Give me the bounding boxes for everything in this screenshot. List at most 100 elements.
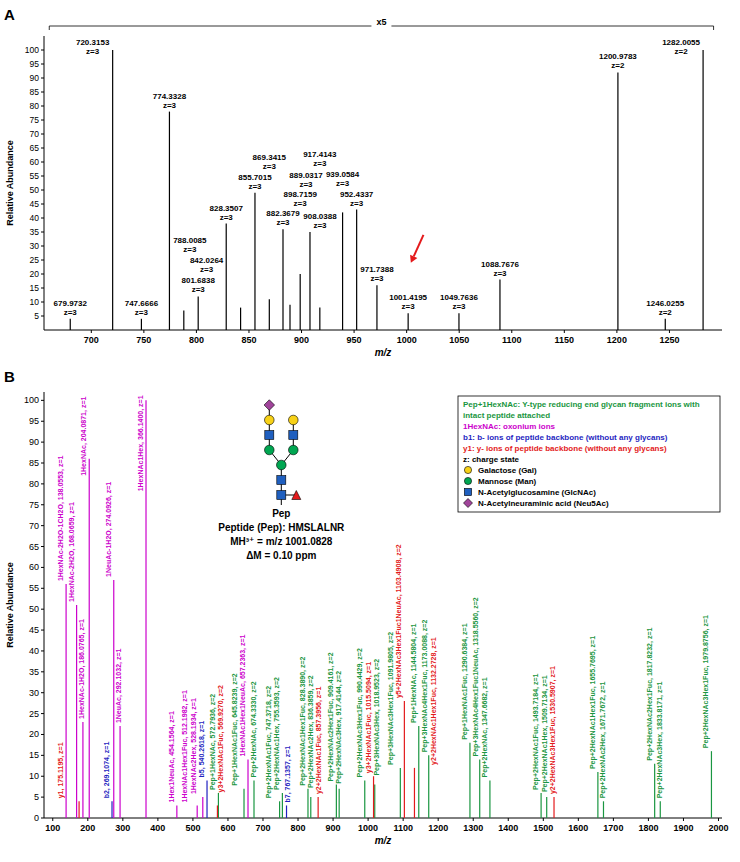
peak-label: 774.3328z=3 [153, 92, 187, 110]
panel: B051015202530354045505560657075808590951… [4, 368, 729, 846]
peak [218, 793, 219, 818]
arrow-line [414, 235, 424, 257]
legend-line: 1HexNAc: oxonium ions [463, 422, 556, 431]
y-tick-label: 10 [30, 297, 40, 307]
x-tick-label: 700 [84, 335, 99, 345]
peak [176, 805, 177, 818]
x-tick [122, 818, 123, 821]
peak-label: 1HexNAc, 204.0871, z=1 [80, 397, 88, 476]
peak-mz: 1200.9783 [599, 52, 637, 61]
peak-label: 1HexNAc-2H2O, 168.0659, z=1 [68, 502, 76, 602]
peak [310, 797, 311, 818]
x-tick [157, 818, 158, 821]
peak [282, 229, 283, 330]
peak [342, 212, 343, 330]
peak [202, 797, 203, 818]
peak-charge: z=3 [276, 218, 290, 227]
peak-mz: 889.0317 [289, 171, 323, 180]
x-axis-title: m/z [375, 835, 392, 846]
legend: Pep+1HexNAc: Y-type reducing end glycan … [458, 396, 720, 512]
peak [198, 296, 199, 330]
x-tick [227, 818, 228, 821]
panel: A510152025303540455055606570758085909510… [4, 6, 722, 358]
peak-label: 788.0085z=3 [173, 236, 207, 254]
label-background [371, 16, 391, 28]
y-tick-label: 55 [30, 171, 40, 181]
peak [197, 805, 198, 818]
y-tick [41, 671, 44, 672]
peak-label: y5+2HexNAc3Hex1Fuc1NeuAc, 1103.4908, z=2 [395, 544, 403, 698]
y-tick-label: 40 [30, 213, 40, 223]
peak [286, 805, 287, 818]
y-axis-title: Relative Abundance [5, 562, 15, 648]
peak [458, 313, 459, 330]
peak-label: 952.4337z=3 [340, 190, 374, 208]
x-tick-label: 1100 [393, 823, 413, 833]
x-tick [508, 818, 509, 821]
peak [336, 785, 337, 818]
x-tick [248, 330, 249, 333]
annotation: Peptide (Pep): HMSLALNR [218, 522, 345, 533]
y-tick [41, 463, 44, 464]
peak [408, 313, 409, 330]
peak-label: Pep+2HexNAc3Hex1Fuc, 1979.8756, z=1 [702, 615, 710, 748]
x-tick [648, 818, 649, 821]
x-tick-label: 500 [185, 823, 200, 833]
x-tick [473, 818, 474, 821]
x-tick-label: 1000 [358, 823, 378, 833]
y-tick [41, 218, 44, 219]
figure: A510152025303540455055606570758085909510… [0, 0, 740, 862]
y-tick [41, 567, 44, 568]
symbol-circle [464, 477, 471, 484]
peak-mz: 869.3415 [253, 153, 287, 162]
legend-line: z: charge state [463, 455, 520, 464]
x-tick [683, 818, 684, 821]
y-tick [41, 588, 44, 589]
y-tick-label: 85 [30, 87, 40, 97]
y-tick [41, 818, 44, 819]
y-tick [41, 246, 44, 247]
peak-label: y2+2HexNAc1Fuc, 857.3956, z=1 [315, 687, 323, 795]
peak [603, 801, 604, 818]
y-tick-label: 35 [30, 227, 40, 237]
peak [240, 308, 241, 330]
annotation: ΔM = 0.10 ppm [246, 550, 316, 561]
peak-charge: z=3 [64, 308, 78, 317]
peak [553, 797, 554, 818]
y-tick-label: 30 [30, 241, 40, 251]
x-tick-label: 700 [255, 823, 270, 833]
y-tick-label: 70 [29, 521, 39, 531]
peak-charge: z=3 [248, 182, 262, 191]
peak-charge: z=3 [452, 302, 466, 311]
x-tick-label: 1000 [397, 335, 417, 345]
peak-charge: z=3 [86, 47, 100, 56]
x-tick [333, 818, 334, 821]
legend-entry: y1: y- ions of peptide backbone (without… [463, 444, 667, 453]
legend-entry: Galactose (Gal) [478, 466, 537, 475]
symbol-square [289, 431, 298, 440]
peak [318, 797, 319, 818]
magnification: x5 [49, 16, 713, 30]
y-tick [41, 302, 44, 303]
peak-label: Pep+2HexNAc3Hex, 917.4144, z=2 [335, 671, 343, 784]
x-tick [459, 330, 460, 333]
peak [111, 801, 112, 818]
peak-label: 1049.7636z=3 [440, 293, 478, 311]
peak-label: 971.7388z=3 [360, 265, 394, 283]
peak-label: Pep+2HexNAc2Hex1Fuc, 1817.8232, z=1 [646, 628, 654, 761]
legend-line: Mannose (Man) [478, 477, 537, 486]
peak [356, 210, 357, 330]
peak-label: y3+2HexNAc1Fuc, 1015.5094, z=1 [365, 662, 373, 773]
x-tick-label: 750 [136, 335, 151, 345]
y-tick [41, 483, 44, 484]
y-tick [41, 797, 44, 798]
peak-label: 801.6838z=3 [182, 276, 216, 294]
peak-label: 869.3415z=3 [253, 153, 287, 171]
y-tick-label: 45 [30, 199, 40, 209]
peak-charge: z=3 [313, 221, 327, 230]
peak-label: Pep+2HexNAc1Fuc, 1493.7184, z=1 [532, 673, 540, 789]
y-tick-label: 75 [30, 115, 40, 125]
peak [119, 726, 120, 818]
symbol-diamond [464, 499, 473, 508]
peak-label: y3+2HexNAc1Fuc, 569.9270, z=2 [217, 685, 225, 793]
